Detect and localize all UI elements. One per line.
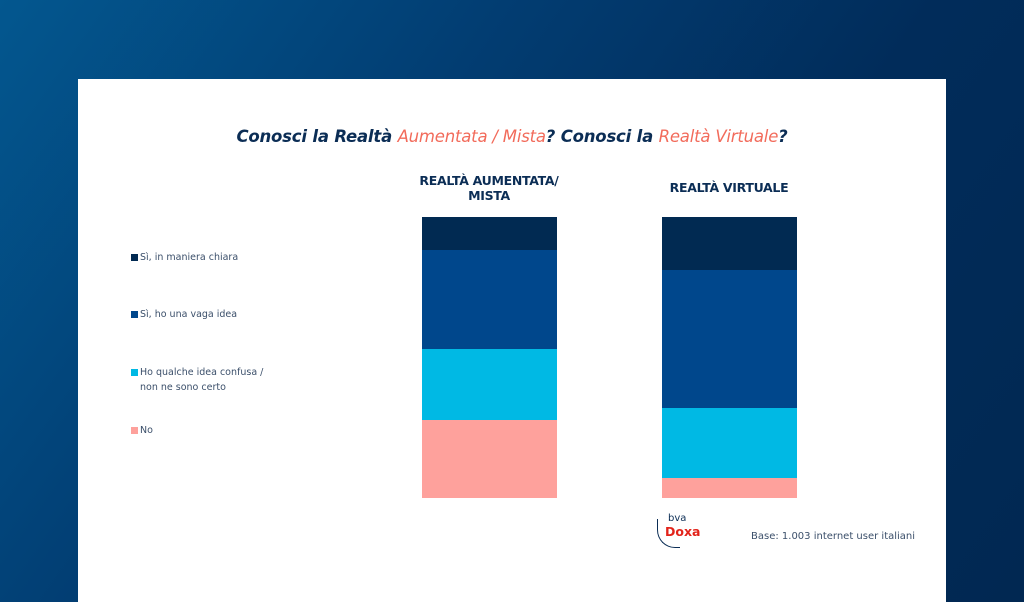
title-highlight-ar: Aumentata / Mista: [397, 127, 546, 146]
legend-label: Sì, in maniera chiara: [140, 252, 239, 263]
legend-label: Sì, ho una vaga idea: [140, 309, 238, 320]
base-note: Base: 1.003 internet user italiani: [751, 531, 916, 542]
legend-item-confusa: Ho qualche idea confusa / non ne sono ce…: [131, 365, 281, 395]
title-part-3: ? Conosci la: [545, 127, 659, 146]
legend-item-no: No: [131, 423, 331, 438]
logo-doxa-text: Doxa: [665, 524, 701, 539]
title-part-1: Conosci la Realtà: [236, 127, 398, 146]
bva-doxa-logo: bva Doxa: [656, 513, 706, 553]
column-header-ar-line2: MISTA: [468, 188, 510, 203]
legend-item-vaga: Sì, ho una vaga idea: [131, 307, 331, 322]
legend-swatch: [131, 427, 138, 434]
column-header-ar: REALTÀ AUMENTATA/ MISTA: [389, 173, 589, 203]
bar-segment-confusa: [662, 408, 797, 478]
bar-segment-confusa: [422, 349, 557, 420]
bar-segment-chiara: [422, 217, 557, 250]
title-part-5: ?: [778, 127, 788, 146]
column-header-vr-line1: REALTÀ VIRTUALE: [669, 180, 789, 195]
legend-swatch: [131, 369, 138, 376]
legend-swatch: [131, 254, 138, 261]
bar-segment-chiara: [662, 217, 797, 270]
bar-segment-no: [422, 420, 557, 498]
legend-label: Ho qualche idea confusa / non ne sono ce…: [140, 367, 264, 393]
chart-card: Conosci la Realtà Aumentata / Mista? Con…: [78, 79, 946, 602]
column-header-ar-line1: REALTÀ AUMENTATA/: [419, 173, 559, 188]
logo-bva-text: bva: [668, 513, 687, 524]
bar-segment-vaga: [662, 270, 797, 408]
legend-swatch: [131, 311, 138, 318]
column-header-vr: REALTÀ VIRTUALE: [629, 180, 829, 195]
bar-ar: [422, 217, 557, 498]
legend-label: No: [140, 425, 153, 436]
title-highlight-vr: Realtà Virtuale: [658, 127, 779, 146]
bar-segment-no: [662, 478, 797, 498]
bar-segment-vaga: [422, 250, 557, 349]
bar-vr: [662, 217, 797, 498]
chart-title: Conosci la Realtà Aumentata / Mista? Con…: [78, 127, 946, 146]
legend-item-chiara: Sì, in maniera chiara: [131, 250, 331, 265]
